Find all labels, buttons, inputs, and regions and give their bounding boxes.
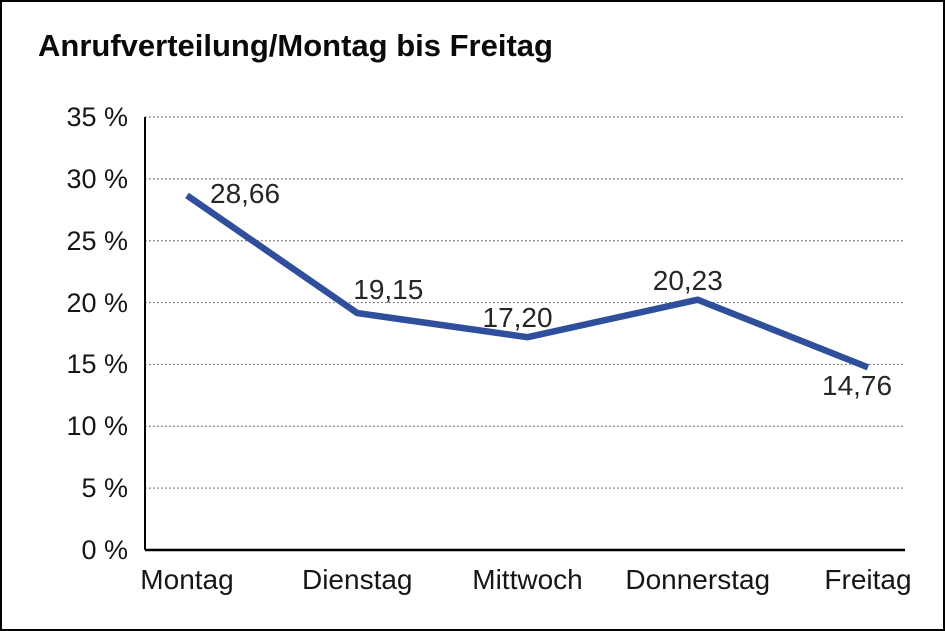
x-tick-label: Dienstag (301, 564, 413, 595)
x-tick-label: Donnerstag (625, 564, 771, 595)
y-tick-label: 5 % (81, 473, 128, 504)
x-tick-label: Montag (140, 564, 234, 595)
data-point-label: 19,15 (353, 274, 424, 306)
y-tick-label: 30 % (66, 163, 128, 194)
data-series-line (185, 192, 870, 371)
data-point-label: 14,76 (822, 370, 893, 402)
y-tick-label: 35 % (66, 102, 128, 132)
data-point-label: 28,66 (210, 178, 281, 210)
chart-title: Anrufverteilung/Montag bis Freitag (38, 28, 553, 63)
y-tick-label: 0 % (81, 535, 128, 565)
data-point-label: 20,23 (652, 264, 723, 296)
data-point-label: 17,20 (482, 302, 553, 334)
y-tick-label: 20 % (66, 287, 128, 318)
x-tick-label: Freitag (824, 564, 912, 595)
y-tick-label: 25 % (66, 225, 128, 256)
y-tick-label: 15 % (66, 349, 128, 380)
y-tick-label: 10 % (66, 411, 128, 442)
x-tick-label: Mittwoch (472, 564, 583, 595)
